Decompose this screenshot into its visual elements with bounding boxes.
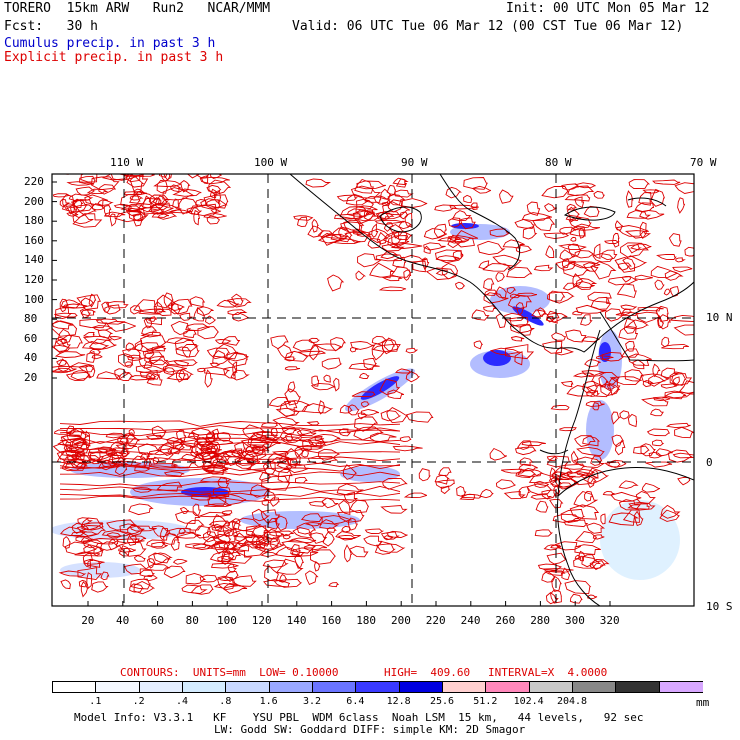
colorbar-unit: mm bbox=[696, 696, 710, 709]
x-tick-label: 260 bbox=[495, 614, 516, 627]
explicit-precip-contours bbox=[52, 174, 694, 605]
contours-high: HIGH= 409.60 bbox=[384, 666, 471, 679]
x-tick-label: 20 bbox=[81, 614, 95, 627]
colorbar-label: 102.4 bbox=[513, 696, 544, 707]
contours-info: CONTOURS: UNITS=mm LOW= 0.10000 bbox=[120, 666, 339, 679]
colorbar-swatch bbox=[572, 681, 617, 693]
y-tick-label: 40 bbox=[24, 351, 38, 365]
y-tick-label: 200 bbox=[24, 194, 44, 208]
x-tick-label: 220 bbox=[425, 614, 446, 627]
x-tick-label: 80 bbox=[185, 614, 199, 627]
x-tick-label: 180 bbox=[356, 614, 377, 627]
x-tick-label: 100 bbox=[217, 614, 237, 627]
y-tick-label: 140 bbox=[24, 253, 44, 267]
y-tick-label: 20 bbox=[24, 371, 38, 384]
x-tick-label: 160 bbox=[321, 614, 342, 627]
x-tick-label: 300 bbox=[565, 614, 585, 627]
lon-label-90w: 90 W bbox=[401, 156, 428, 169]
legend-cumulus: Cumulus precip. in past 3 h bbox=[4, 36, 216, 51]
x-tick-label: 240 bbox=[460, 614, 481, 627]
colorbar-label: 6.4 bbox=[346, 696, 365, 707]
colorbar-label: 12.8 bbox=[386, 696, 411, 707]
colorbar-label: 3.2 bbox=[302, 696, 322, 707]
colorbar-swatch bbox=[225, 681, 270, 693]
header-init-time: Init: 00 UTC Mon 05 Mar 12 bbox=[506, 1, 710, 16]
colorbar-swatch bbox=[95, 681, 140, 693]
y-tick-label: 120 bbox=[24, 273, 44, 286]
colorbar-swatch bbox=[398, 681, 443, 693]
y-tick-label: 180 bbox=[24, 214, 44, 228]
y-tick-label: 60 bbox=[24, 331, 38, 345]
lon-label-110w: 110 W bbox=[110, 156, 144, 169]
y-tick-label: 220 bbox=[24, 175, 44, 188]
x-tick-label: 120 bbox=[251, 614, 272, 627]
colorbar-label: 25.6 bbox=[429, 696, 455, 707]
y-tick-label: 100 bbox=[24, 292, 44, 306]
y-tick-label: 80 bbox=[24, 312, 38, 326]
colorbar-swatch bbox=[355, 681, 400, 693]
colorbar-swatch bbox=[485, 681, 530, 693]
map-frame bbox=[51, 173, 695, 607]
y-tick-label: 160 bbox=[24, 233, 44, 247]
lon-label-70w: 70 W bbox=[690, 156, 717, 169]
coastlines bbox=[289, 174, 694, 606]
colorbar-swatch bbox=[658, 681, 703, 693]
lat-label-10n: 10 N bbox=[706, 311, 733, 324]
legend-explicit: Explicit precip. in past 3 h bbox=[4, 50, 224, 65]
colorbar-swatch bbox=[182, 681, 227, 693]
model-info-line2: LW: Godd SW: Goddard DIFF: simple KM: 2D… bbox=[214, 723, 526, 736]
colorbar-label: .8 bbox=[219, 696, 232, 707]
colorbar-swatch bbox=[528, 681, 573, 693]
colorbar-label: 51.2 bbox=[473, 696, 498, 707]
x-tick-label: 140 bbox=[286, 614, 307, 627]
lat-label-0: 0 bbox=[706, 456, 713, 469]
lon-label-100w: 100 W bbox=[254, 156, 288, 169]
colorbar-swatch bbox=[615, 681, 660, 693]
colorbar-swatch bbox=[52, 681, 97, 693]
colorbar-swatch bbox=[312, 681, 357, 693]
x-tick-label: 60 bbox=[150, 614, 165, 627]
lat-label-10s: 10 S bbox=[706, 600, 733, 613]
contours-interval: INTERVAL=X 4.0000 bbox=[488, 666, 608, 679]
x-tick-label: 320 bbox=[599, 614, 620, 627]
x-tick-label: 280 bbox=[530, 614, 551, 627]
colorbar-swatch bbox=[138, 681, 183, 693]
colorbar-swatch bbox=[442, 681, 487, 693]
colorbar-label: .2 bbox=[132, 696, 145, 707]
header-valid-time: Valid: 06 UTC Tue 06 Mar 12 (00 CST Tue … bbox=[292, 19, 684, 34]
lon-label-80w: 80 W bbox=[545, 156, 572, 169]
header-title: TORERO 15km ARW Run2 NCAR/MMM bbox=[4, 1, 271, 16]
colorbar-label: 204.8 bbox=[556, 696, 588, 707]
x-tick-label: 200 bbox=[391, 614, 411, 627]
x-tick-label: 40 bbox=[116, 614, 130, 627]
colorbar-label: .1 bbox=[89, 696, 102, 707]
header-forecast-hour: Fcst: 30 h bbox=[4, 19, 98, 34]
lat-lon-grid bbox=[52, 174, 694, 606]
model-info-line1: Model Info: V3.3.1 KF YSU PBL WDM 6class… bbox=[74, 711, 644, 724]
colorbar-label: 1.6 bbox=[259, 696, 278, 707]
colorbar-label: .4 bbox=[175, 696, 189, 707]
colorbar-swatch bbox=[268, 681, 313, 693]
